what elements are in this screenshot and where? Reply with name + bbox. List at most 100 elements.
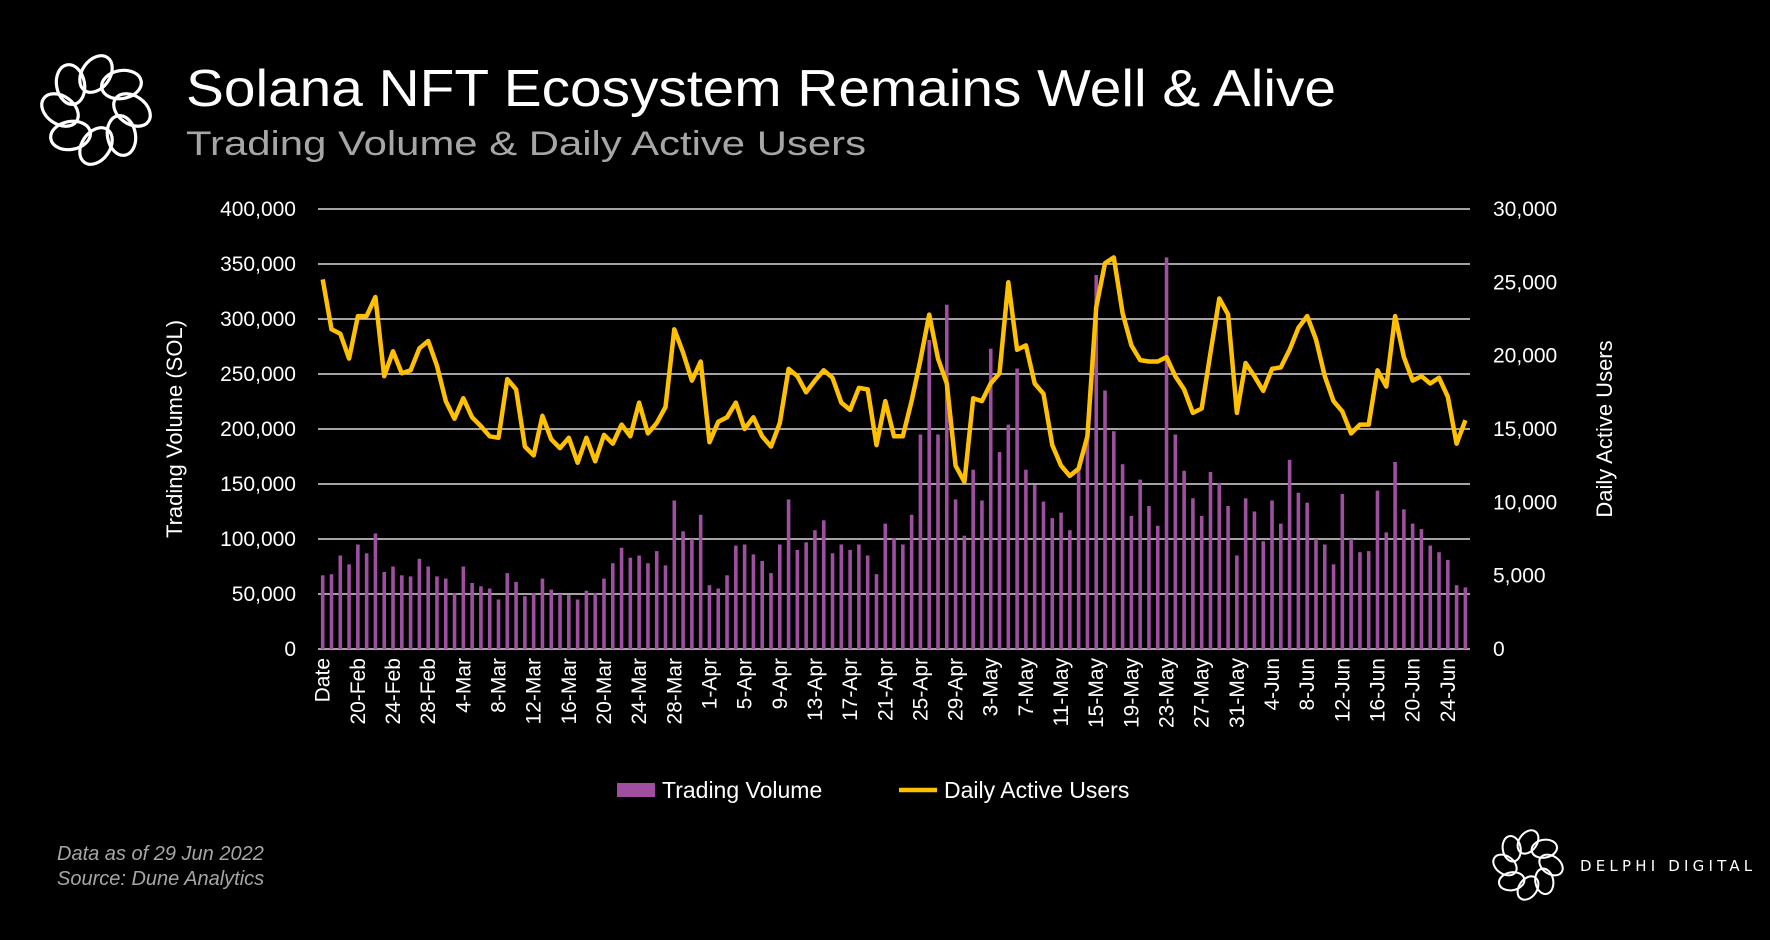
volume-bar [443, 578, 448, 649]
volume-bar [1331, 564, 1336, 649]
x-axis-tick-label: 17-Apr [839, 658, 862, 721]
logo-loop [54, 63, 87, 106]
volume-bar [373, 533, 378, 649]
brand-name: DELPHI DIGITAL [1580, 857, 1756, 875]
volume-bar [988, 348, 993, 649]
volume-bar [1358, 552, 1362, 649]
logo-loop [78, 126, 114, 166]
right-axis-tick-label: 25,000 [1493, 271, 1557, 294]
left-axis-tick-label: 100,000 [220, 528, 296, 551]
volume-bar [1463, 587, 1468, 649]
volume-bar [1112, 431, 1116, 649]
volume-bar [1446, 559, 1450, 649]
volume-bar [1437, 552, 1441, 649]
volume-bar [320, 575, 325, 649]
volume-bar [1041, 501, 1046, 649]
volume-bar [944, 304, 949, 649]
logo-loop [1501, 834, 1522, 863]
x-axis-tick-label: 28-Feb [417, 658, 440, 725]
volume-bar [1006, 424, 1011, 649]
volume-bar [1375, 490, 1380, 649]
volume-bar [813, 530, 817, 649]
volume-bar [435, 576, 439, 649]
volume-bar [1402, 509, 1406, 649]
volume-bar [760, 561, 764, 649]
logo-loop [1492, 853, 1518, 877]
volume-bar [1261, 541, 1266, 649]
left-axis-tick-label: 150,000 [220, 473, 296, 496]
volume-bar [1243, 498, 1248, 649]
volume-bar [1076, 469, 1081, 649]
volume-bar [1129, 515, 1134, 649]
volume-bar [356, 544, 360, 649]
volume-bar [1173, 434, 1178, 649]
x-axis-tick-label: 7-May [1015, 658, 1038, 717]
x-axis-tick-label: 23-May [1156, 658, 1179, 729]
daily-active-users-line [320, 255, 1468, 485]
volume-bar [558, 594, 562, 649]
volume-bar [804, 542, 808, 649]
volume-bar [777, 544, 782, 649]
volume-bar [567, 595, 571, 649]
volume-bar [1191, 498, 1195, 649]
volume-bar [707, 585, 712, 649]
volume-bar [1393, 462, 1397, 649]
x-axis-tick-label: 24-Jun [1437, 658, 1460, 722]
volume-bar [1059, 512, 1063, 649]
legend-label-daily-active-users: Daily Active Users [944, 777, 1129, 803]
volume-bar [540, 578, 545, 649]
logo-loop [100, 68, 143, 101]
volume-bar [892, 537, 896, 649]
volume-bar [637, 555, 641, 649]
x-axis-tick-label: 28-Mar [663, 658, 686, 725]
volume-bar [980, 500, 984, 649]
volume-bar [575, 599, 580, 649]
volume-bar [672, 500, 677, 649]
volume-bar [1217, 482, 1222, 649]
x-axis-tick-label: 27-May [1191, 658, 1214, 729]
x-axis-tick-label: 9-Apr [769, 658, 792, 709]
volume-bar [698, 514, 703, 649]
logo-loop [1534, 867, 1555, 896]
page-title: Solana NFT Ecosystem Remains Well & Aliv… [186, 60, 1336, 118]
volume-bar [426, 566, 430, 649]
legend: Trading Volume Daily Active Users [617, 777, 1129, 803]
volume-bar [514, 581, 518, 649]
volume-bar [1366, 551, 1371, 649]
volume-bar [347, 564, 351, 649]
volume-bar [953, 499, 958, 649]
volume-bar [1340, 493, 1345, 649]
logo-loop [1497, 871, 1526, 892]
right-axis-tick-label: 0 [1493, 638, 1505, 661]
x-axis-tick-label: 4-Mar [452, 658, 475, 713]
delphi-logo-icon [40, 54, 152, 166]
volume-bar [1454, 585, 1459, 649]
volume-bar [1024, 469, 1028, 649]
volume-bar [1164, 257, 1169, 649]
volume-bar [918, 434, 923, 649]
left-axis-tick-label: 50,000 [232, 583, 296, 606]
trading-volume-bars [320, 257, 1468, 649]
volume-bar [681, 531, 685, 649]
left-axis-tick-label: 400,000 [220, 198, 296, 221]
volume-bar [1252, 511, 1257, 649]
volume-bar [1419, 529, 1424, 649]
x-axis-tick-label: 8-Mar [488, 658, 511, 713]
volume-bar [1050, 518, 1055, 649]
x-axis-tick-label: 5-Apr [734, 658, 757, 709]
volume-bar [786, 499, 791, 649]
x-axis-tick-label: 20-Jun [1402, 658, 1425, 722]
volume-bar [663, 565, 668, 649]
volume-bar [716, 588, 721, 649]
volume-bar [848, 550, 852, 649]
volume-bar [725, 575, 729, 649]
volume-bar [865, 555, 870, 649]
x-axis-tick-label: 8-Jun [1296, 658, 1319, 711]
volume-bar [584, 590, 589, 649]
logo-loop [49, 119, 92, 152]
x-axis-tick-label: 24-Mar [628, 658, 651, 725]
volume-bar [734, 545, 738, 649]
volume-bar [1322, 544, 1327, 649]
volume-bar [382, 572, 387, 649]
volume-bar [338, 555, 343, 649]
